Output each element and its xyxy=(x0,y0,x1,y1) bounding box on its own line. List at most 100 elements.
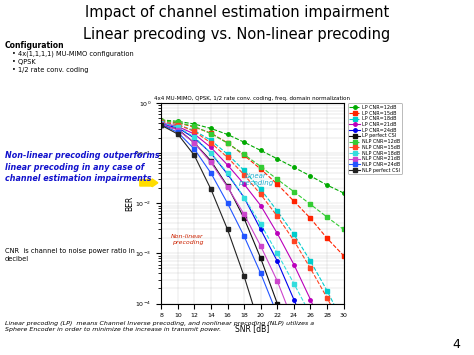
LP CNR=15dB xyxy=(258,167,264,171)
NLP CNR=15dB xyxy=(324,296,330,300)
Line: LP CNR=21dB: LP CNR=21dB xyxy=(159,121,346,355)
LP CNR=15dB xyxy=(191,125,197,129)
LP CNR=15dB xyxy=(291,199,297,203)
NLP CNR=21dB xyxy=(291,321,297,326)
NLP CNR=21dB xyxy=(175,128,181,132)
Text: • QPSK: • QPSK xyxy=(12,59,36,65)
LP CNR=12dB xyxy=(225,132,230,137)
LP CNR=18dB xyxy=(274,209,280,213)
NLP CNR=12dB xyxy=(158,119,164,123)
NLP CNR=24dB xyxy=(241,234,247,238)
LP CNR=18dB xyxy=(225,152,230,156)
LP CNR=18dB xyxy=(208,138,214,142)
Text: 4: 4 xyxy=(452,338,460,351)
LP CNR=12dB xyxy=(258,148,264,153)
Text: Non-linear precoding outperforms
linear precoding in any case of
channel estimat: Non-linear precoding outperforms linear … xyxy=(5,151,159,184)
Line: NLP CNR=24dB: NLP CNR=24dB xyxy=(159,123,346,355)
NLP perfect CSI xyxy=(191,153,197,158)
LP CNR=12dB xyxy=(175,119,181,124)
LP CNR=15dB xyxy=(308,216,313,220)
LP perfect CSI xyxy=(258,256,264,260)
NLP CNR=18dB xyxy=(175,125,181,129)
LP CNR=18dB xyxy=(191,129,197,133)
Text: • 4x(1,1,1,1) MU-MIMO configuration: • 4x(1,1,1,1) MU-MIMO configuration xyxy=(12,50,134,57)
NLP CNR=24dB xyxy=(158,122,164,127)
LP perfect CSI xyxy=(241,216,247,220)
LP perfect CSI xyxy=(291,351,297,355)
Line: NLP perfect CSI: NLP perfect CSI xyxy=(159,124,346,355)
Line: LP CNR=15dB: LP CNR=15dB xyxy=(159,119,346,257)
NLP CNR=12dB xyxy=(308,202,313,207)
LP CNR=18dB xyxy=(308,259,313,263)
LP CNR=15dB xyxy=(225,141,230,145)
LP CNR=18dB xyxy=(175,122,181,127)
NLP CNR=18dB xyxy=(208,151,214,155)
LP CNR=12dB xyxy=(324,183,330,187)
X-axis label: SNR [dB]: SNR [dB] xyxy=(235,324,270,333)
NLP CNR=15dB xyxy=(308,266,313,271)
LP CNR=21dB xyxy=(274,231,280,236)
NLP CNR=18dB xyxy=(258,222,264,226)
Line: LP perfect CSI: LP perfect CSI xyxy=(159,124,346,355)
NLP CNR=12dB xyxy=(341,227,346,231)
LP CNR=21dB xyxy=(175,124,181,129)
LP CNR=24dB xyxy=(308,337,313,341)
NLP CNR=21dB xyxy=(258,244,264,248)
LP CNR=12dB xyxy=(241,140,247,144)
Text: Configuration: Configuration xyxy=(5,41,64,50)
NLP perfect CSI xyxy=(241,274,247,278)
NLP CNR=12dB xyxy=(291,190,297,194)
Text: Non-linear
precoding: Non-linear precoding xyxy=(171,234,204,245)
Line: NLP CNR=21dB: NLP CNR=21dB xyxy=(159,122,346,355)
NLP CNR=21dB xyxy=(191,141,197,145)
LP CNR=24dB xyxy=(258,227,264,231)
NLP CNR=18dB xyxy=(291,282,297,286)
LP CNR=18dB xyxy=(158,120,164,124)
LP CNR=18dB xyxy=(258,187,264,191)
NLP CNR=21dB xyxy=(208,160,214,165)
NLP perfect CSI xyxy=(258,328,264,332)
Line: NLP CNR=18dB: NLP CNR=18dB xyxy=(159,121,346,355)
LP CNR=12dB xyxy=(291,165,297,169)
LP perfect CSI xyxy=(158,123,164,127)
NLP CNR=15dB xyxy=(158,120,164,124)
Legend: LP CNR=12dB, LP CNR=15dB, LP CNR=18dB, LP CNR=21dB, LP CNR=24dB, LP perfect CSI,: LP CNR=12dB, LP CNR=15dB, LP CNR=18dB, L… xyxy=(348,103,401,174)
NLP CNR=12dB xyxy=(175,120,181,125)
NLP CNR=18dB xyxy=(241,195,247,200)
LP CNR=24dB xyxy=(191,136,197,140)
LP CNR=18dB xyxy=(324,289,330,293)
Text: Impact of channel estimation impairment: Impact of channel estimation impairment xyxy=(85,5,389,20)
NLP CNR=12dB xyxy=(208,131,214,136)
NLP CNR=21dB xyxy=(274,279,280,283)
NLP CNR=24dB xyxy=(258,271,264,275)
LP CNR=12dB xyxy=(158,118,164,122)
NLP CNR=15dB xyxy=(225,155,230,159)
LP CNR=21dB xyxy=(291,262,297,267)
NLP CNR=15dB xyxy=(175,122,181,127)
LP CNR=15dB xyxy=(341,253,346,258)
LP perfect CSI xyxy=(208,159,214,163)
LP CNR=18dB xyxy=(241,168,247,173)
NLP CNR=12dB xyxy=(225,141,230,145)
LP CNR=21dB xyxy=(308,297,313,302)
LP CNR=12dB xyxy=(308,174,313,178)
NLP CNR=21dB xyxy=(225,185,230,189)
LP perfect CSI xyxy=(225,184,230,188)
NLP perfect CSI xyxy=(225,227,230,231)
LP CNR=21dB xyxy=(208,145,214,149)
NLP CNR=24dB xyxy=(208,171,214,175)
LP CNR=21dB xyxy=(191,132,197,136)
NLP CNR=24dB xyxy=(225,201,230,205)
Line: NLP CNR=15dB: NLP CNR=15dB xyxy=(159,120,346,332)
NLP CNR=12dB xyxy=(324,215,330,219)
NLP CNR=12dB xyxy=(191,124,197,129)
NLP CNR=15dB xyxy=(258,192,264,197)
LP CNR=21dB xyxy=(225,163,230,167)
NLP CNR=12dB xyxy=(274,177,280,181)
Line: LP CNR=12dB: LP CNR=12dB xyxy=(159,118,346,195)
NLP CNR=18dB xyxy=(274,251,280,256)
LP CNR=21dB xyxy=(158,121,164,125)
NLP CNR=15dB xyxy=(341,328,346,332)
LP CNR=21dB xyxy=(258,203,264,208)
LP CNR=24dB xyxy=(158,122,164,126)
